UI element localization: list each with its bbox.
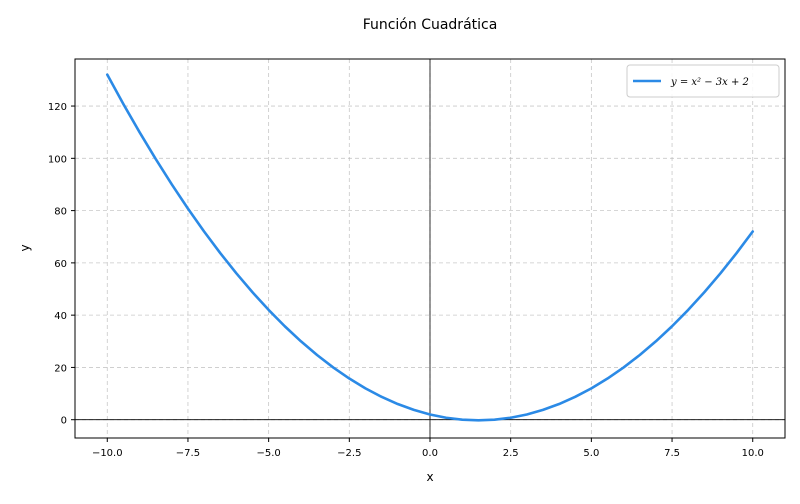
y-tick-label: 40 (54, 311, 67, 322)
x-tick-label: −2.5 (337, 448, 361, 459)
x-tick-label: −5.0 (256, 448, 280, 459)
x-tick-label: 0.0 (422, 448, 438, 459)
x-tick-label: 5.0 (583, 448, 599, 459)
y-tick-label: 80 (54, 207, 67, 218)
x-axis-title: x (426, 470, 433, 484)
x-tick-label: −7.5 (176, 448, 200, 459)
legend: y = x² − 3x + 2 (626, 64, 780, 98)
y-axis-ticks: 0 20 40 60 80 100 120 (48, 102, 75, 427)
y-tick-label: 0 (61, 416, 67, 427)
x-axis-ticks: −10.0 −7.5 −5.0 −2.5 0.0 2.5 5.0 7.5 10.0 (92, 438, 764, 459)
y-tick-label: 60 (54, 259, 67, 270)
y-tick-label: 120 (48, 102, 67, 113)
series-lines (105, 73, 755, 422)
reference-lines (75, 59, 785, 438)
x-tick-label: 2.5 (503, 448, 519, 459)
y-tick-label: 100 (48, 154, 67, 165)
series-line (105, 73, 755, 422)
y-axis-title: y (18, 244, 32, 251)
x-tick-label: −10.0 (92, 448, 123, 459)
chart-title: Función Cuadrática (363, 17, 498, 33)
legend-box (626, 64, 780, 98)
y-tick-label: 20 (54, 363, 67, 374)
legend-label: y = x² − 3x + 2 (670, 77, 749, 88)
x-tick-label: 10.0 (742, 448, 764, 459)
x-tick-label: 7.5 (664, 448, 680, 459)
